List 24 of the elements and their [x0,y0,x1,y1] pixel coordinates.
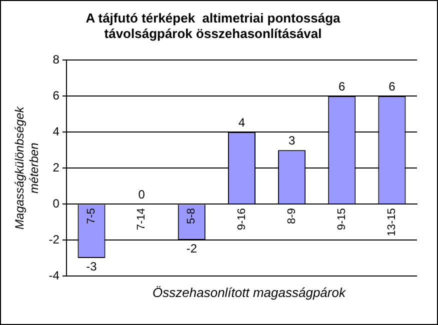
x-tick-label: 5-8 [186,208,198,224]
y-tick-label: 6 [52,88,60,102]
data-label: -2 [186,241,198,256]
x-tick-label: 7-5 [86,208,98,224]
x-tick-label: 7-14 [136,208,148,230]
chart-title: A tájfutó térképek altimetriai pontossága távolságpárok összehasonlításával [86,10,342,41]
y-tick-label: 2 [52,160,60,174]
y-tick-label: 8 [52,52,60,67]
y-axis-title: Magasságkülönbségek méterben [12,106,41,230]
y-tick-label: -4 [48,268,60,282]
x-tick-label: 8-9 [286,208,298,224]
data-label: 4 [238,115,246,130]
data-label: 3 [288,133,296,148]
data-label: 6 [338,79,346,94]
y-tick-label: -2 [48,232,60,246]
data-label: 0 [138,187,146,202]
x-tick-label: 9-16 [236,208,248,230]
data-label: -3 [86,259,98,274]
x-tick-label: 9-15 [336,208,348,230]
y-tick-label: 0 [52,196,60,210]
y-tick-label: 4 [52,124,60,138]
x-tick-label: 13-15 [386,208,398,236]
x-axis-title: Összehasonlított magasságpárok [152,285,347,300]
data-label: 6 [388,79,396,94]
